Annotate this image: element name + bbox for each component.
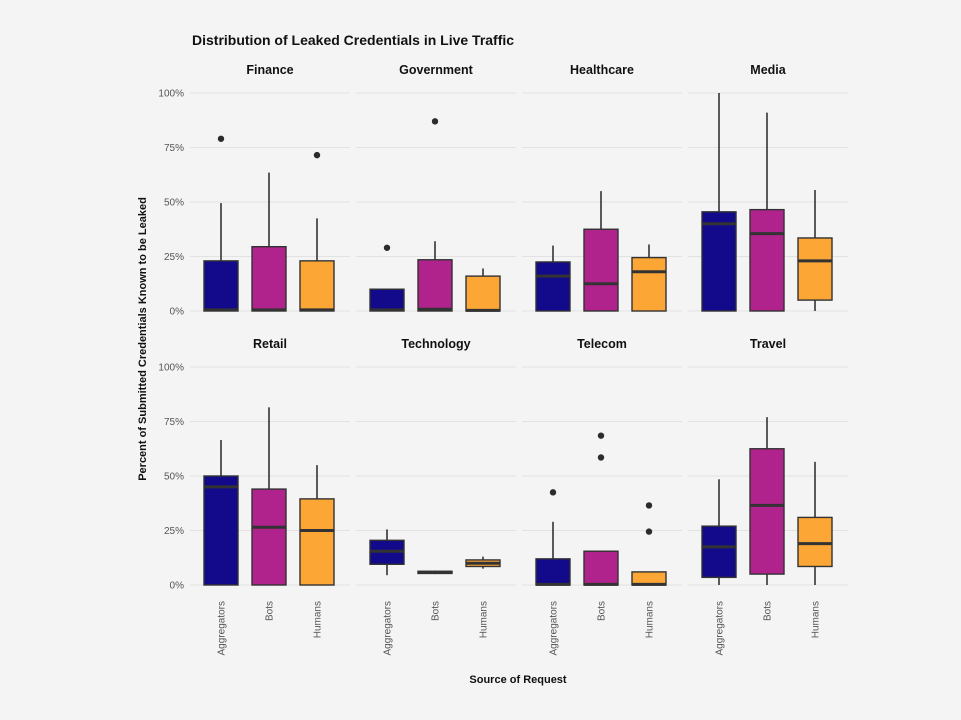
y-tick-label: 0% (170, 307, 185, 318)
facet-title: Telecom (577, 337, 627, 351)
box-bots (583, 432, 619, 586)
x-tick-label: Aggregators (217, 601, 228, 655)
box-iqr (417, 259, 453, 312)
facet-panels: Finance 0% 25% 50% 75% 100% Government Healthca… (158, 63, 848, 655)
box-humans (299, 465, 335, 586)
y-tick-label: 75% (164, 143, 184, 154)
x-tick-label: Aggregators (715, 601, 726, 655)
x-tick-label: Humans (645, 601, 656, 638)
box-aggregators (203, 440, 239, 586)
y-tick-label: 100% (158, 363, 184, 374)
y-tick-label: 75% (164, 417, 184, 428)
outlier-point (549, 489, 557, 496)
facet-title: Retail (253, 337, 287, 351)
x-tick-label: Bots (431, 601, 442, 621)
box-bots (251, 172, 287, 312)
y-tick-label: 25% (164, 526, 184, 537)
box-iqr (299, 498, 335, 586)
box-aggregators (203, 135, 239, 312)
box-humans (797, 190, 833, 311)
y-tick-label: 0% (170, 581, 185, 592)
box-iqr (299, 260, 335, 312)
y-tick-label: 25% (164, 252, 184, 263)
outlier-point (383, 244, 391, 251)
box-bots (583, 191, 619, 312)
box-humans (631, 502, 667, 586)
box-iqr (749, 208, 785, 312)
box-iqr (465, 275, 501, 312)
box-iqr (369, 288, 405, 312)
x-tick-label: Humans (479, 601, 490, 638)
facet-government: Government (356, 63, 516, 312)
box-iqr (251, 245, 287, 312)
box-humans (299, 151, 335, 312)
facet-title: Media (750, 63, 786, 77)
facet-title: Government (399, 63, 473, 77)
outlier-point (431, 118, 439, 125)
facet-technology: Technology Aggregators Bots Humans (356, 337, 516, 655)
box-iqr (701, 525, 737, 579)
facet-title: Finance (246, 63, 293, 77)
chart-title: Distribution of Leaked Credentials in Li… (192, 32, 514, 48)
box-humans (465, 268, 501, 312)
box-iqr (583, 228, 619, 312)
outlier-point (645, 528, 653, 535)
box-iqr (631, 256, 667, 312)
box-iqr (203, 475, 239, 586)
y-axis-label: Percent of Submitted Credentials Known t… (137, 197, 149, 481)
facet-title: Healthcare (570, 63, 634, 77)
box-bots (749, 112, 785, 312)
outlier-point (217, 135, 225, 142)
y-tick-label: 50% (164, 198, 184, 209)
box-aggregators (701, 93, 737, 312)
x-axis-label: Source of Request (469, 674, 567, 686)
y-tick-label: 50% (164, 472, 184, 483)
box-humans (465, 556, 501, 569)
facet-retail: Retail 0% 25% 50% 75% 100% Aggregators Bots Huma… (158, 337, 350, 655)
y-tick-label: 100% (158, 89, 184, 100)
box-iqr (251, 488, 287, 586)
box-aggregators (535, 245, 571, 312)
facet-media: Media (688, 63, 848, 312)
facet-healthcare: Healthcare (522, 63, 682, 312)
box-humans (797, 461, 833, 585)
x-tick-label: Bots (597, 601, 608, 621)
box-iqr (535, 558, 571, 586)
x-tick-label: Humans (313, 601, 324, 638)
box-aggregators (701, 479, 737, 585)
facet-travel: Travel Aggregators Bots Humans (688, 337, 848, 655)
box-iqr (797, 237, 833, 301)
box-bots (417, 118, 453, 312)
outlier-point (645, 502, 653, 509)
box-aggregators (535, 489, 571, 586)
box-iqr (203, 260, 239, 312)
x-tick-label: Humans (811, 601, 822, 638)
x-tick-label: Bots (763, 601, 774, 621)
x-tick-label: Aggregators (549, 601, 560, 655)
x-tick-label: Bots (265, 601, 276, 621)
box-iqr (701, 211, 737, 312)
facet-title: Technology (401, 337, 470, 351)
box-bots (417, 570, 453, 575)
box-bots (251, 407, 287, 586)
outlier-point (313, 151, 321, 159)
outlier-point (597, 432, 605, 439)
box-humans (631, 244, 667, 312)
facet-title: Travel (750, 337, 786, 351)
box-iqr (797, 516, 833, 568)
facet-telecom: Telecom Aggregators Bots Humans (522, 337, 682, 655)
box-aggregators (369, 529, 405, 576)
box-iqr (535, 261, 571, 312)
outlier-point (597, 454, 605, 461)
x-tick-label: Aggregators (383, 601, 394, 655)
box-iqr (583, 550, 619, 586)
box-aggregators (369, 244, 405, 312)
box-iqr (749, 448, 785, 575)
box-bots (749, 417, 785, 585)
facet-finance: Finance 0% 25% 50% 75% 100% (158, 63, 350, 318)
